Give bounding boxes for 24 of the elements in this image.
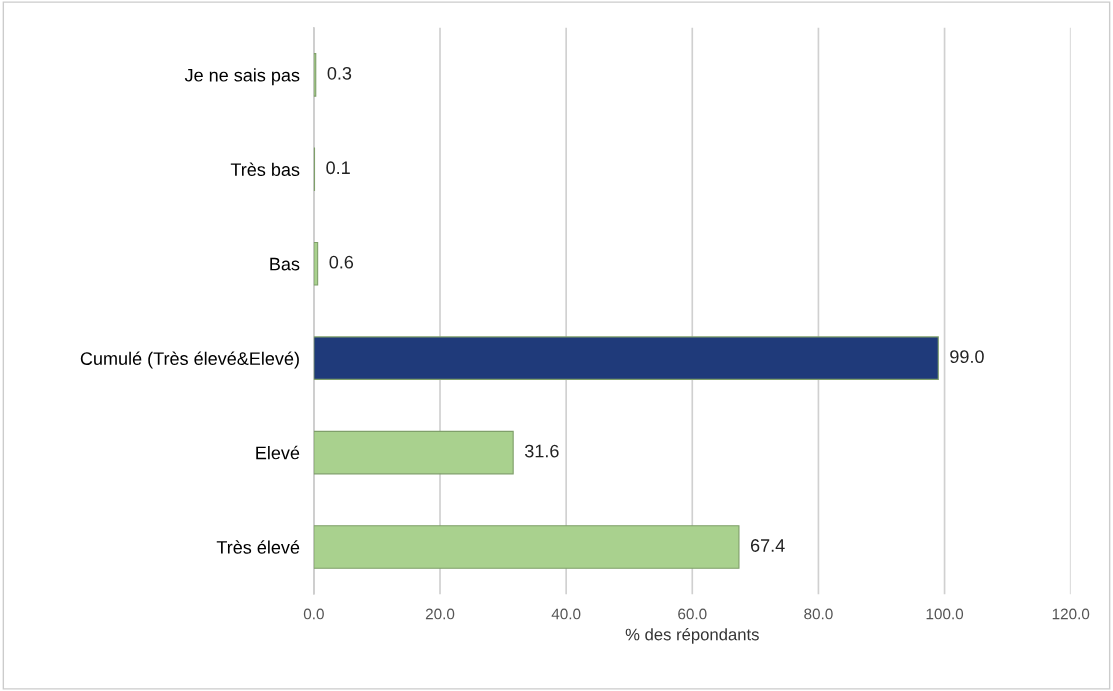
x-tick-label: 40.0 [551, 608, 581, 620]
data-label: 0.1 [326, 161, 350, 175]
y-tick-label: Cumulé (Très élevé&Elevé) [80, 351, 299, 369]
y-tick-label: Je ne sais pas [184, 68, 300, 86]
y-tick-label: Bas [270, 257, 300, 271]
x-tick-label: 0.0 [303, 608, 324, 620]
data-label: 0.3 [327, 66, 352, 80]
y-tick-label: Très élevé [216, 540, 300, 554]
x-tick-label: 120.0 [1052, 608, 1090, 620]
x-tick-label: 60.0 [678, 608, 707, 620]
bar [313, 525, 740, 569]
data-label: 99.0 [950, 350, 984, 364]
x-tick-label: 100.0 [926, 608, 964, 620]
bar [313, 336, 939, 380]
x-axis-title: % des répondants [625, 627, 759, 644]
y-tick-label: Très bas [230, 162, 300, 177]
bar [313, 241, 319, 286]
bar [313, 430, 514, 475]
x-tick-label: 80.0 [804, 608, 833, 620]
data-label: 31.6 [524, 444, 559, 458]
data-label: 67.4 [750, 539, 785, 552]
x-tick-label: 20.0 [425, 608, 455, 620]
y-tick-label: Elevé [256, 445, 300, 460]
data-label: 0.6 [329, 255, 354, 269]
